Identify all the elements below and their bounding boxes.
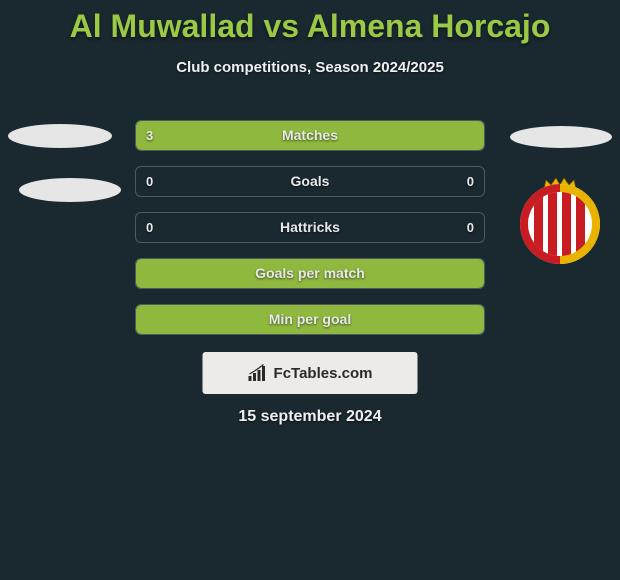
right-player-badge-1 xyxy=(510,126,612,148)
stat-row-min-per-goal: Min per goal xyxy=(135,304,485,335)
chart-icon xyxy=(248,364,270,382)
stat-label: Goals per match xyxy=(136,259,484,288)
source-badge: FcTables.com xyxy=(203,352,418,394)
stat-right-value: 0 xyxy=(467,213,474,242)
stat-row-goals-per-match: Goals per match xyxy=(135,258,485,289)
subtitle: Club competitions, Season 2024/2025 xyxy=(0,59,620,76)
stat-row-goals: 0 Goals 0 xyxy=(135,166,485,197)
stat-label: Hattricks xyxy=(136,213,484,242)
stat-row-hattricks: 0 Hattricks 0 xyxy=(135,212,485,243)
stat-label: Min per goal xyxy=(136,305,484,334)
left-player-badge-2 xyxy=(19,178,121,202)
stat-label: Goals xyxy=(136,167,484,196)
left-player-badge-1 xyxy=(8,124,112,148)
club-crest xyxy=(520,178,600,263)
stat-row-matches: 3 Matches xyxy=(135,120,485,151)
source-name: FcTables.com xyxy=(274,365,373,382)
stat-right-value: 0 xyxy=(467,167,474,196)
stats-bars: 3 Matches 0 Goals 0 0 Hattricks 0 Goals … xyxy=(135,120,485,350)
page-title: Al Muwallad vs Almena Horcajo xyxy=(0,0,620,45)
stat-label: Matches xyxy=(136,121,484,150)
date-text: 15 september 2024 xyxy=(0,408,620,426)
